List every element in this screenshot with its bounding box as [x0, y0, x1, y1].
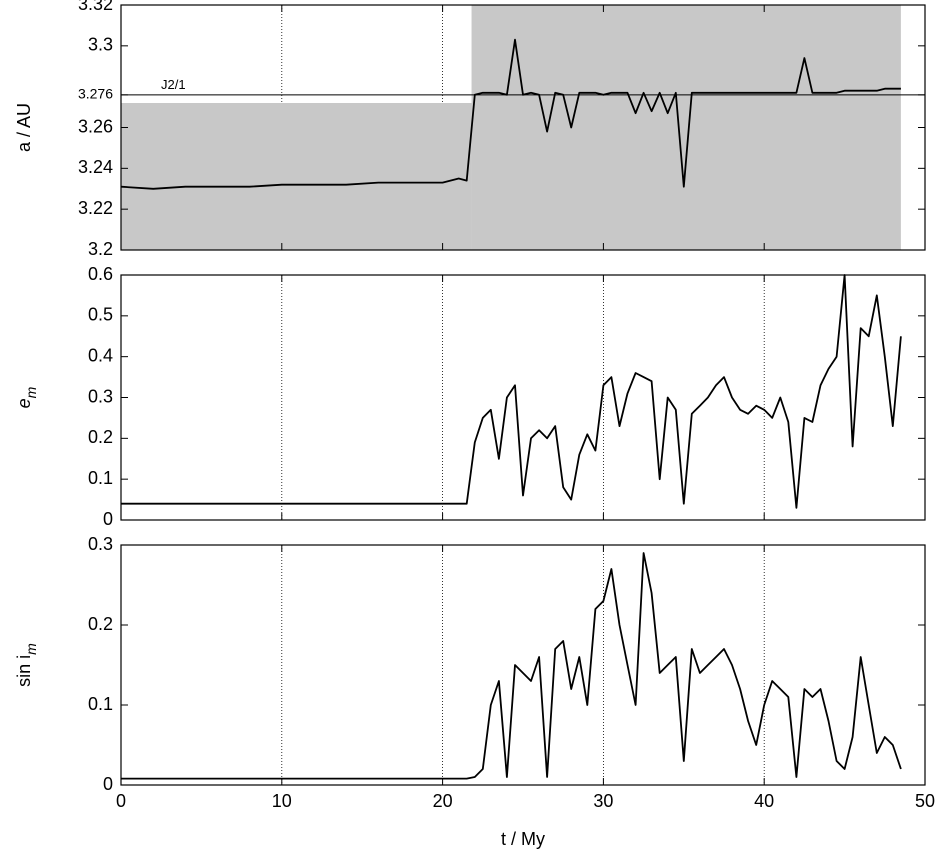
y-tick-label: 0.1	[88, 468, 113, 488]
data-line	[121, 552, 902, 780]
y-tick-label: 3.3	[88, 35, 113, 55]
y-tick-label: 3.32	[78, 0, 113, 14]
y-tick-label: 3.2	[88, 239, 113, 259]
y-tick-label: 3.276	[78, 86, 113, 102]
resonance-label: J2/1	[161, 77, 186, 92]
panel: J2/1 3.2 3.22 3.24 3.26 3.276 3.3 3.32 a / AU	[14, 0, 926, 259]
panel: 0 0.1 0.2 0.3 0.4 0.5 0.6 em	[14, 264, 926, 529]
y-tick-label: 3.22	[78, 198, 113, 218]
y-label-subscript: m	[23, 643, 39, 655]
x-tick-label: 40	[754, 791, 774, 811]
y-axis-label: em	[14, 386, 39, 408]
x-tick-label: 0	[116, 791, 126, 811]
y-axis-label: sin im	[14, 643, 39, 687]
y-label-subscript: m	[23, 386, 39, 398]
y-tick-label: 3.24	[78, 157, 113, 177]
x-axis-label: t / My	[501, 829, 545, 849]
y-tick-label: 0.3	[88, 386, 113, 406]
data-line	[121, 274, 902, 509]
x-tick-label: 20	[433, 791, 453, 811]
y-tick-label: 0	[103, 509, 113, 529]
y-label-text: a / AU	[14, 103, 34, 152]
oscillation-band	[121, 103, 472, 250]
y-tick-label: 0	[103, 774, 113, 794]
y-tick-label: 0.6	[88, 264, 113, 284]
panel: 0 0.1 0.2 0.3 0 10 20 30 40 50 sin im t / My	[14, 534, 935, 849]
y-tick-label: 0.4	[88, 345, 113, 365]
data-line	[120, 38, 901, 190]
y-tick-label: 3.26	[78, 116, 113, 136]
plot-frame	[120, 544, 926, 786]
x-tick-label: 10	[272, 791, 292, 811]
y-tick-label: 0.2	[88, 427, 113, 447]
y-label-text: e	[14, 398, 34, 408]
y-axis-label: a / AU	[14, 103, 34, 152]
y-tick-label: 0.3	[88, 534, 113, 554]
y-label-text: sin i	[14, 655, 34, 687]
x-tick-label: 50	[915, 791, 935, 811]
x-tick-label: 30	[593, 791, 613, 811]
y-tick-label: 0.1	[88, 694, 113, 714]
y-tick-label: 0.2	[88, 614, 113, 634]
oscillation-band	[471, 5, 901, 250]
y-tick-label: 0.5	[88, 305, 113, 325]
